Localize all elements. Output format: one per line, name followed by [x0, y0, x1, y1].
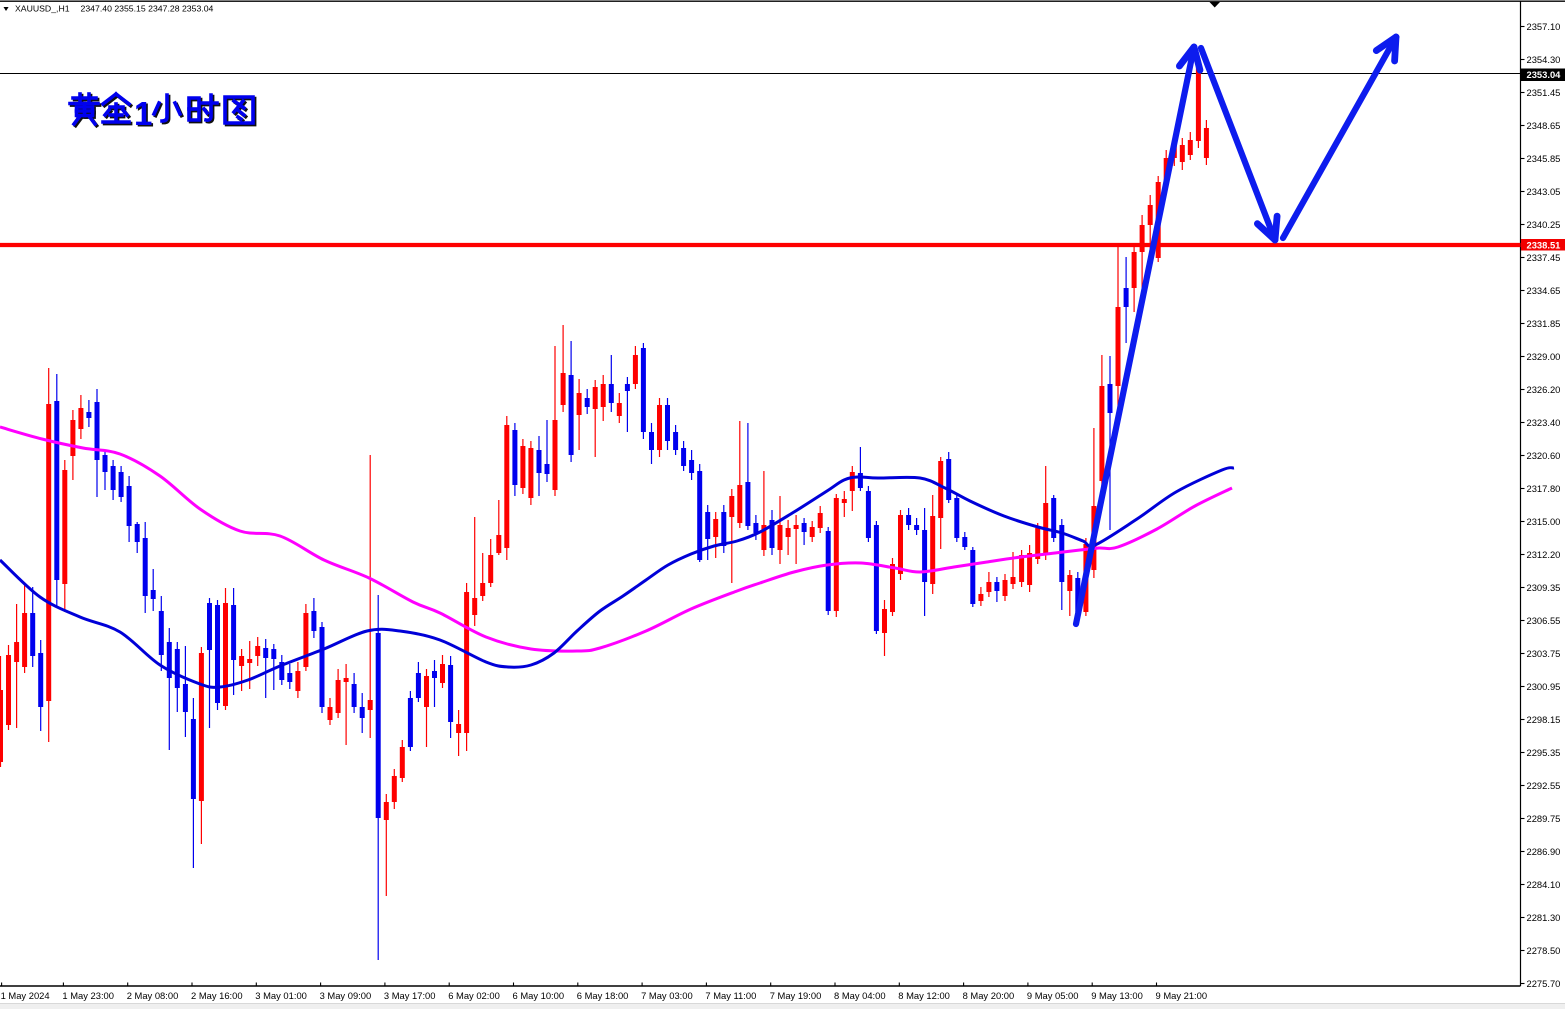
svg-text:2357.10: 2357.10: [1527, 21, 1561, 32]
svg-text:2351.45: 2351.45: [1527, 87, 1561, 98]
svg-text:2286.90: 2286.90: [1527, 846, 1561, 857]
svg-text:2348.65: 2348.65: [1527, 120, 1561, 131]
svg-text:8 May 20:00: 8 May 20:00: [963, 990, 1015, 1001]
svg-text:6 May 02:00: 6 May 02:00: [448, 990, 500, 1001]
svg-text:2278.50: 2278.50: [1527, 945, 1561, 956]
svg-text:2331.85: 2331.85: [1527, 318, 1561, 329]
svg-text:2338.51: 2338.51: [1527, 239, 1561, 250]
svg-text:2309.35: 2309.35: [1527, 582, 1561, 593]
svg-text:3 May 17:00: 3 May 17:00: [384, 990, 436, 1001]
svg-text:9 May 05:00: 9 May 05:00: [1027, 990, 1079, 1001]
svg-text:9 May 13:00: 9 May 13:00: [1091, 990, 1143, 1001]
svg-text:2353.04: 2353.04: [1527, 69, 1562, 80]
svg-text:7 May 03:00: 7 May 03:00: [641, 990, 693, 1001]
svg-text:2 May 16:00: 2 May 16:00: [191, 990, 243, 1001]
svg-text:1 May 2024: 1 May 2024: [1, 990, 50, 1001]
svg-text:3 May 09:00: 3 May 09:00: [320, 990, 372, 1001]
svg-text:2323.40: 2323.40: [1527, 417, 1561, 428]
svg-text:2345.85: 2345.85: [1527, 153, 1561, 164]
svg-text:2337.45: 2337.45: [1527, 252, 1561, 263]
svg-text:2326.20: 2326.20: [1527, 384, 1561, 395]
svg-text:2284.10: 2284.10: [1527, 879, 1561, 890]
svg-text:2300.95: 2300.95: [1527, 681, 1561, 692]
svg-text:3 May 01:00: 3 May 01:00: [255, 990, 307, 1001]
svg-text:2347.40 2355.15 2347.28 2353.0: 2347.40 2355.15 2347.28 2353.04: [81, 4, 214, 14]
svg-text:XAUUSD_,H1: XAUUSD_,H1: [15, 4, 70, 14]
svg-text:2275.70: 2275.70: [1527, 978, 1561, 989]
svg-text:7 May 19:00: 7 May 19:00: [770, 990, 822, 1001]
svg-text:6 May 18:00: 6 May 18:00: [577, 990, 629, 1001]
svg-text:2292.55: 2292.55: [1527, 780, 1561, 791]
svg-text:2298.15: 2298.15: [1527, 714, 1561, 725]
svg-text:2289.75: 2289.75: [1527, 813, 1561, 824]
svg-text:2320.60: 2320.60: [1527, 450, 1561, 461]
svg-text:2329.00: 2329.00: [1527, 351, 1561, 362]
svg-text:2354.30: 2354.30: [1527, 54, 1561, 65]
svg-text:1: 1: [136, 97, 154, 134]
svg-text:2281.30: 2281.30: [1527, 912, 1561, 923]
svg-text:2 May 08:00: 2 May 08:00: [127, 990, 179, 1001]
svg-text:2306.55: 2306.55: [1527, 615, 1561, 626]
svg-text:8 May 04:00: 8 May 04:00: [834, 990, 886, 1001]
svg-text:1: 1: [134, 95, 152, 132]
svg-text:2303.75: 2303.75: [1527, 648, 1561, 659]
svg-text:6 May 10:00: 6 May 10:00: [513, 990, 565, 1001]
svg-text:2334.65: 2334.65: [1527, 285, 1561, 296]
svg-text:9 May 21:00: 9 May 21:00: [1156, 990, 1208, 1001]
svg-text:2343.05: 2343.05: [1527, 186, 1561, 197]
svg-text:2312.20: 2312.20: [1527, 549, 1561, 560]
svg-text:8 May 12:00: 8 May 12:00: [898, 990, 950, 1001]
svg-text:2295.35: 2295.35: [1527, 747, 1561, 758]
svg-text:7 May 11:00: 7 May 11:00: [705, 990, 756, 1001]
svg-text:2340.25: 2340.25: [1527, 219, 1561, 230]
svg-text:1 May 23:00: 1 May 23:00: [62, 990, 114, 1001]
svg-text:2317.80: 2317.80: [1527, 483, 1561, 494]
svg-text:2315.00: 2315.00: [1527, 516, 1561, 527]
